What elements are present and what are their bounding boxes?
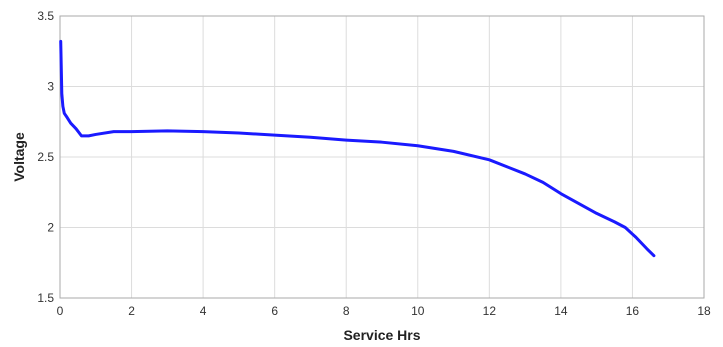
y-tick-label: 3 [47,80,54,94]
y-tick-label: 3.5 [37,9,54,23]
y-tick-label: 1.5 [37,291,54,305]
plot-frame [59,15,705,299]
x-tick-label: 6 [271,304,278,318]
x-tick-label: 12 [483,304,497,318]
y-tick-label: 2.5 [37,150,54,164]
x-tick-label: 10 [411,304,425,318]
x-tick-label: 18 [697,304,711,318]
horizontal-gridlines [60,86,704,228]
voltage-series-line [59,39,656,258]
x-tick-label: 8 [343,304,350,318]
y-tick-labels: 1.5 2 2.5 3 3.5 [37,9,54,305]
y-axis-title: Voltage [11,132,27,182]
x-axis-title: Service Hrs [343,327,420,343]
y-tick-label: 2 [47,221,54,235]
x-tick-label: 16 [626,304,640,318]
x-tick-label: 14 [554,304,568,318]
x-tick-label: 2 [128,304,135,318]
x-tick-labels: 0 2 4 6 8 10 12 14 16 18 [57,304,711,318]
x-tick-label: 0 [57,304,64,318]
x-tick-label: 4 [200,304,207,318]
